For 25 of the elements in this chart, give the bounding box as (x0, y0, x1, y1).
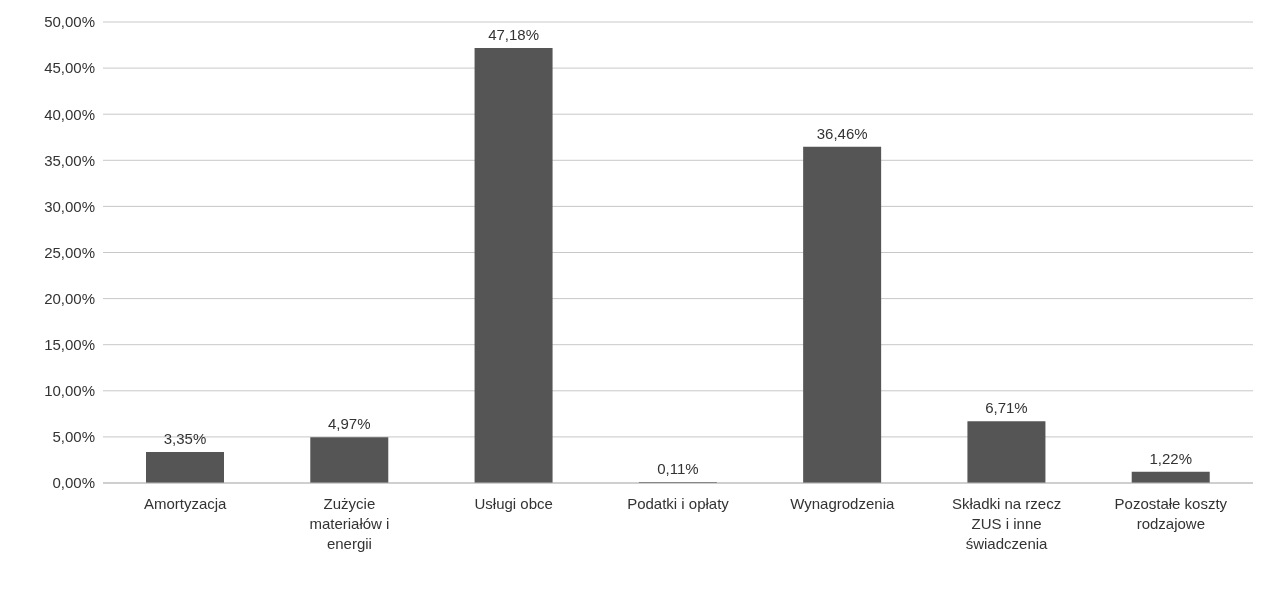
x-tick-label: Zużycie materiałów i energii (309, 495, 390, 552)
x-tick-label: Pozostałe koszty rodzajowe (1114, 495, 1228, 532)
x-tick-label: Wynagrodzenia (790, 495, 895, 512)
x-tick-label: Podatki i opłaty (627, 495, 730, 512)
y-tick-label: 25,00% (44, 243, 95, 261)
x-tick-label: Usługi obce (474, 495, 553, 512)
x-tick-label: Składki na rzecz ZUS i inne świadczenia (951, 495, 1062, 552)
data-label: 47,18% (488, 26, 540, 43)
data-label: 6,71% (985, 399, 1028, 417)
data-label: 1,22% (1149, 449, 1192, 467)
y-tick-label: 15,00% (44, 336, 95, 354)
y-tick-label: 20,00% (44, 289, 95, 307)
y-tick-label: 45,00% (44, 59, 95, 77)
y-tick-label: 50,00% (44, 13, 95, 31)
y-tick-label: 5,00% (52, 428, 95, 446)
data-label: 4,97% (328, 415, 371, 433)
data-label: 0,11% (657, 459, 699, 477)
y-tick-label: 35,00% (44, 151, 95, 169)
y-tick-label: 0,00% (52, 474, 95, 492)
x-tick-label: Amortyzacja (143, 495, 228, 512)
data-label: 3,35% (163, 430, 207, 448)
y-tick-label: 30,00% (44, 197, 95, 215)
data-label: 36,46% (816, 124, 868, 142)
y-tick-label: 10,00% (44, 382, 95, 400)
y-tick-label: 40,00% (44, 105, 95, 123)
